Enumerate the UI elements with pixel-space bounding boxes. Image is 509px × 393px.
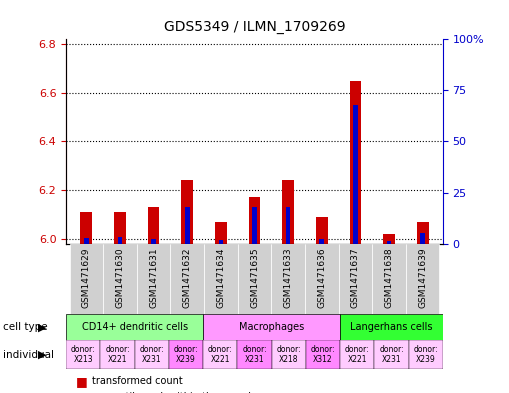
Bar (118, 237, 122, 244)
Bar (114, 212, 126, 244)
FancyBboxPatch shape (203, 340, 237, 369)
Text: ■: ■ (76, 390, 88, 393)
Text: ▶: ▶ (38, 322, 47, 332)
Text: Macrophages: Macrophages (239, 322, 304, 332)
Bar (353, 105, 358, 244)
Text: donor:
X312: donor: X312 (310, 345, 335, 364)
Text: transformed count: transformed count (92, 376, 182, 386)
FancyBboxPatch shape (137, 244, 171, 314)
Text: donor:
X231: donor: X231 (379, 345, 404, 364)
FancyBboxPatch shape (203, 314, 340, 340)
Text: GSM1471634: GSM1471634 (216, 247, 225, 308)
FancyBboxPatch shape (372, 244, 406, 314)
Text: ■: ■ (76, 375, 88, 388)
FancyBboxPatch shape (340, 314, 443, 340)
Bar (252, 207, 257, 244)
Bar (218, 240, 223, 244)
FancyBboxPatch shape (204, 244, 238, 314)
Text: GDS5349 / ILMN_1709269: GDS5349 / ILMN_1709269 (164, 20, 345, 34)
Text: GSM1471638: GSM1471638 (384, 247, 393, 308)
FancyBboxPatch shape (103, 244, 137, 314)
Bar (181, 180, 193, 244)
Text: Langerhans cells: Langerhans cells (350, 322, 433, 332)
FancyBboxPatch shape (406, 244, 439, 314)
FancyBboxPatch shape (237, 340, 272, 369)
Text: GSM1471639: GSM1471639 (418, 247, 427, 308)
Text: GSM1471635: GSM1471635 (250, 247, 259, 308)
Bar (84, 237, 89, 244)
Bar (387, 241, 391, 244)
FancyBboxPatch shape (70, 244, 103, 314)
Bar (80, 212, 92, 244)
FancyBboxPatch shape (409, 340, 443, 369)
Text: donor:
X239: donor: X239 (413, 345, 438, 364)
Bar (215, 222, 227, 244)
Text: donor:
X231: donor: X231 (242, 345, 267, 364)
FancyBboxPatch shape (100, 340, 135, 369)
FancyBboxPatch shape (169, 340, 203, 369)
Text: donor:
X221: donor: X221 (345, 345, 370, 364)
Bar (383, 234, 395, 244)
Bar (320, 239, 324, 244)
Text: GSM1471632: GSM1471632 (183, 247, 192, 308)
FancyBboxPatch shape (66, 314, 203, 340)
Bar (417, 222, 429, 244)
Bar (286, 207, 291, 244)
Text: GSM1471631: GSM1471631 (149, 247, 158, 308)
FancyBboxPatch shape (306, 340, 340, 369)
FancyBboxPatch shape (305, 244, 338, 314)
Bar (185, 207, 189, 244)
Bar (248, 197, 261, 244)
Bar (151, 239, 156, 244)
Text: GSM1471633: GSM1471633 (284, 247, 293, 308)
Text: GSM1471637: GSM1471637 (351, 247, 360, 308)
FancyBboxPatch shape (338, 244, 372, 314)
FancyBboxPatch shape (340, 340, 374, 369)
FancyBboxPatch shape (271, 244, 305, 314)
Text: CD14+ dendritic cells: CD14+ dendritic cells (81, 322, 188, 332)
Bar (148, 207, 159, 244)
Bar (350, 81, 361, 244)
Text: donor:
X213: donor: X213 (71, 345, 96, 364)
Text: donor:
X218: donor: X218 (276, 345, 301, 364)
Text: GSM1471636: GSM1471636 (317, 247, 326, 308)
Text: percentile rank within the sample: percentile rank within the sample (92, 392, 257, 393)
FancyBboxPatch shape (374, 340, 409, 369)
FancyBboxPatch shape (238, 244, 271, 314)
Text: cell type: cell type (3, 322, 47, 332)
Text: GSM1471630: GSM1471630 (116, 247, 125, 308)
Bar (282, 180, 294, 244)
Text: donor:
X221: donor: X221 (208, 345, 233, 364)
Text: GSM1471629: GSM1471629 (82, 247, 91, 308)
Text: donor:
X231: donor: X231 (139, 345, 164, 364)
Text: donor:
X239: donor: X239 (174, 345, 199, 364)
Bar (316, 217, 328, 244)
FancyBboxPatch shape (171, 244, 204, 314)
FancyBboxPatch shape (135, 340, 169, 369)
Text: donor:
X221: donor: X221 (105, 345, 130, 364)
Bar (420, 233, 425, 244)
FancyBboxPatch shape (272, 340, 306, 369)
FancyBboxPatch shape (66, 340, 100, 369)
Text: individual: individual (3, 350, 53, 360)
Text: ▶: ▶ (38, 350, 47, 360)
